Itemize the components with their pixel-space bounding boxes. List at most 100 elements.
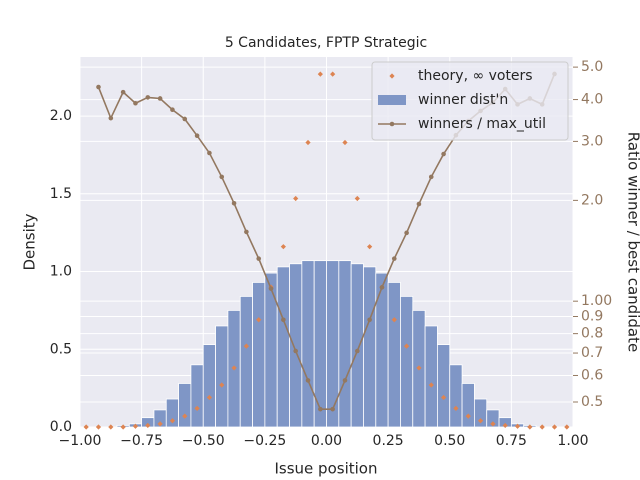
scatter-point <box>293 195 299 202</box>
line-point <box>441 151 446 157</box>
x-tick-label: 0.25 <box>373 433 404 449</box>
y-tick-label: 1.0 <box>50 264 72 280</box>
x-tick-label: 0.00 <box>311 433 342 449</box>
line-point <box>391 256 397 261</box>
histogram-bar <box>313 260 327 428</box>
histogram-bar <box>264 272 278 428</box>
y2-tick-label: 0.6 <box>581 367 603 383</box>
histogram-bar <box>252 282 266 428</box>
line-point <box>404 230 409 236</box>
scatter-point <box>514 423 521 429</box>
scatter-point <box>231 365 237 371</box>
line-point <box>367 317 372 323</box>
scatter-point <box>120 424 126 430</box>
y-axis-label: Density <box>21 213 39 270</box>
scatter-point <box>551 424 558 430</box>
histogram-bar <box>387 282 401 428</box>
x-axis-label: Issue position <box>275 460 378 478</box>
y2-tick-label: 0.7 <box>581 345 603 361</box>
x-tick-label: −1.00 <box>59 433 102 449</box>
line-point <box>268 286 274 291</box>
x-tick-label: 1.00 <box>557 433 588 449</box>
scatter-point <box>95 424 102 430</box>
histogram-bar <box>350 263 364 428</box>
line-point <box>182 116 188 122</box>
line-point <box>244 229 249 235</box>
x-tick-label: −0.50 <box>182 433 225 449</box>
scatter-point <box>206 394 213 401</box>
y2-tick-label: 2.0 <box>581 192 603 208</box>
legend-marker <box>389 121 395 127</box>
scatter-point <box>465 413 471 419</box>
histogram-bar <box>338 260 352 428</box>
y2-tick-label: 5.0 <box>581 59 603 75</box>
x-tick-label: −0.75 <box>120 433 163 449</box>
y2-tick-label: 0.8 <box>581 326 603 342</box>
y-tick-label: 0.0 <box>50 419 72 435</box>
line-point <box>416 201 422 207</box>
scatter-point <box>404 343 410 349</box>
line-point <box>330 406 335 412</box>
chart-title: 5 Candidates, FPTP Strategic <box>225 35 427 51</box>
scatter-point <box>391 317 397 323</box>
scatter-point <box>243 343 249 349</box>
line-point <box>194 133 200 138</box>
line-point <box>219 174 225 180</box>
scatter-point <box>453 405 459 411</box>
legend-marker <box>378 95 406 105</box>
y-tick-label: 1.5 <box>50 186 72 202</box>
scatter-point <box>157 421 163 427</box>
histogram-bar <box>461 383 475 428</box>
line-point <box>428 174 434 180</box>
scatter-point <box>354 195 360 202</box>
line-point <box>379 285 385 290</box>
scatter-point <box>317 71 323 77</box>
histogram-bar <box>239 296 253 428</box>
line-point <box>133 100 138 106</box>
y-tick-label: 0.5 <box>50 341 72 357</box>
histogram-bar <box>437 344 451 428</box>
scatter-point <box>219 382 225 388</box>
scatter-point <box>256 317 262 323</box>
scatter-point <box>490 421 496 427</box>
legend-box <box>371 61 569 141</box>
line-point <box>170 107 175 113</box>
histogram-bar <box>301 260 315 428</box>
line-point <box>145 95 151 100</box>
line-point <box>207 150 212 156</box>
y-tick-label: 2.0 <box>50 108 72 124</box>
scatter-point <box>132 423 139 429</box>
histogram-bar <box>400 296 414 428</box>
y2-tick-label: 0.9 <box>581 309 603 325</box>
histogram-bar <box>363 266 377 428</box>
line-point <box>281 317 286 323</box>
scatter-point <box>477 418 484 424</box>
legend-label: winner dist'n <box>418 92 508 108</box>
x-tick-label: 0.75 <box>496 433 527 449</box>
scatter-point <box>194 405 200 411</box>
scatter-point <box>342 139 348 146</box>
scatter-point <box>428 382 434 388</box>
scatter-point <box>416 365 422 371</box>
histogram-bar <box>276 266 290 428</box>
y2-tick-label: 1.00 <box>581 293 612 309</box>
scatter-point <box>305 139 311 146</box>
scatter-point <box>108 424 114 430</box>
scatter-point <box>502 422 508 429</box>
x-tick-label: 0.50 <box>434 433 465 449</box>
histogram-bar <box>202 344 216 428</box>
y2-tick-label: 4.0 <box>581 92 603 108</box>
histogram-bar <box>215 325 229 428</box>
legend-marker <box>389 73 395 79</box>
line-point <box>96 84 101 90</box>
scatter-point <box>280 244 286 250</box>
scatter-point <box>330 71 336 77</box>
histogram-bar <box>375 272 389 428</box>
scatter-point <box>169 418 176 424</box>
histogram-bar <box>178 383 192 428</box>
scatter-point <box>539 424 545 430</box>
line-point <box>120 89 126 95</box>
histogram-bar <box>190 364 204 428</box>
